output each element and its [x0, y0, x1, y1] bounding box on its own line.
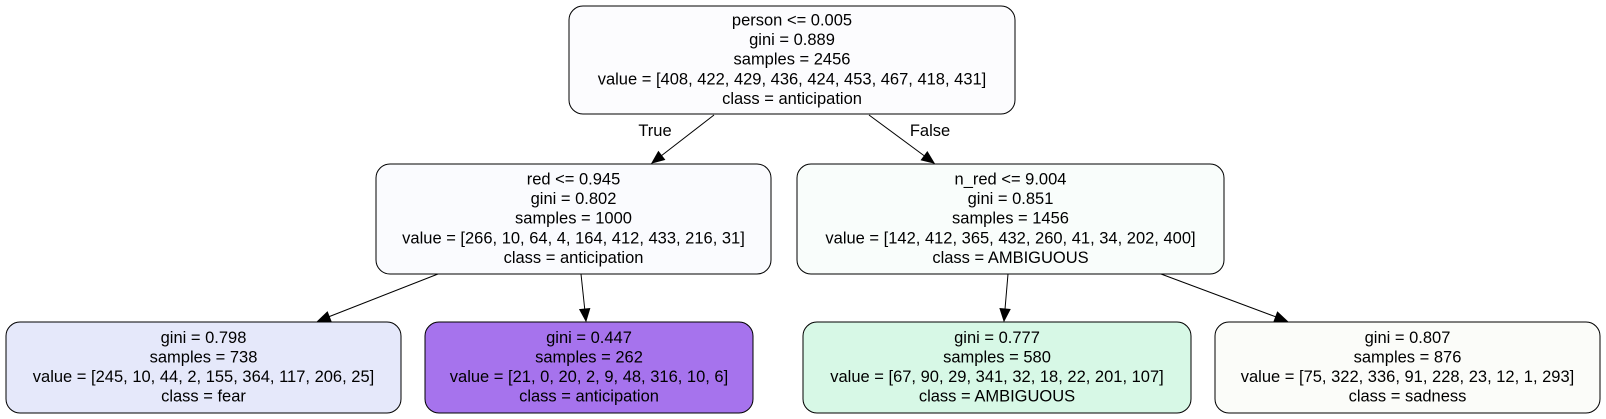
node-line: value = [67, 90, 29, 341, 32, 18, 22, 20…	[830, 368, 1163, 386]
edge-line	[328, 273, 439, 318]
node-line: samples = 262	[535, 348, 643, 366]
node-line: value = [408, 422, 429, 436, 424, 453, 4…	[598, 70, 987, 88]
node-line: value = [266, 10, 64, 4, 164, 412, 433, …	[402, 229, 745, 247]
arrowhead-icon	[316, 311, 332, 322]
node-line: samples = 738	[150, 348, 258, 366]
node-line: class = anticipation	[519, 388, 659, 406]
node-line: samples = 580	[943, 348, 1051, 366]
arrowhead-icon	[650, 150, 666, 164]
node-box	[568, 5, 1016, 115]
edge-line	[580, 273, 586, 310]
node-line: gini = 0.851	[968, 190, 1054, 208]
node-line: gini = 0.798	[161, 329, 247, 347]
node-line: samples = 1000	[515, 210, 632, 228]
edge-label-false: False	[910, 122, 950, 140]
edge-line	[868, 114, 925, 157]
node-line: value = [142, 412, 365, 432, 260, 41, 34…	[825, 229, 1195, 247]
edge-root-right: False	[868, 114, 950, 164]
node-line: class = sadness	[1349, 388, 1467, 406]
node-line: gini = 0.802	[531, 190, 617, 208]
node-line: person <= 0.005	[732, 12, 852, 30]
edge-root-left: True	[638, 114, 715, 164]
node-line: samples = 2456	[734, 51, 851, 69]
edge-line	[1004, 273, 1009, 310]
edge-right-rl	[999, 273, 1011, 323]
edge-right-rr	[1160, 273, 1289, 323]
node-line: samples = 876	[1354, 348, 1462, 366]
node-box	[802, 321, 1192, 414]
node-line: class = anticipation	[722, 90, 862, 108]
node-box	[1214, 321, 1601, 414]
node-line: class = anticipation	[504, 249, 644, 267]
node-line: class = fear	[161, 388, 246, 406]
node-line: red <= 0.945	[527, 171, 621, 189]
node-line: class = AMBIGUOUS	[932, 249, 1088, 267]
node-line: value = [21, 0, 20, 2, 9, 48, 316, 10, 6…	[450, 368, 728, 386]
edge-left-ll	[316, 273, 439, 322]
edge-label-true: True	[638, 122, 671, 140]
node-box	[5, 321, 402, 414]
node-line: class = AMBIGUOUS	[919, 388, 1075, 406]
node-line: value = [75, 322, 336, 91, 228, 23, 12, …	[1241, 368, 1574, 386]
edge-left-lr	[578, 273, 591, 323]
node-line: gini = 0.807	[1365, 329, 1451, 347]
arrowhead-icon	[1273, 311, 1289, 323]
node-line: gini = 0.889	[749, 31, 835, 49]
node-line: gini = 0.777	[954, 329, 1040, 347]
arrowhead-icon	[920, 150, 936, 164]
node-line: gini = 0.447	[546, 329, 632, 347]
node-line: value = [245, 10, 44, 2, 155, 364, 117, …	[33, 368, 374, 386]
edge-line	[661, 114, 715, 157]
edge-line	[1160, 273, 1276, 318]
node-box	[424, 321, 754, 414]
arrowhead-icon	[578, 307, 591, 323]
node-line: samples = 1456	[952, 210, 1069, 228]
node-box	[796, 163, 1225, 275]
arrowhead-icon	[999, 308, 1011, 323]
node-line: n_red <= 9.004	[955, 171, 1067, 189]
node-box	[375, 163, 772, 275]
